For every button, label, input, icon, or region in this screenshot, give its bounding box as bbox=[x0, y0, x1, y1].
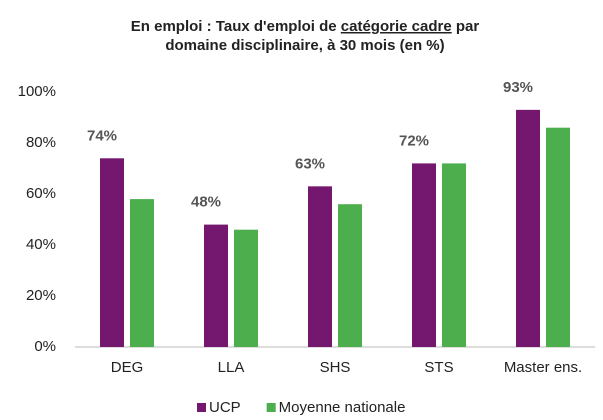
bar bbox=[130, 199, 154, 347]
y-tick-label: 0% bbox=[34, 338, 56, 355]
bar bbox=[308, 186, 332, 347]
y-tick-label: 20% bbox=[26, 287, 56, 304]
chart-title-line: En emploi : Taux d'emploi de catégorie c… bbox=[131, 18, 480, 35]
title-part: domaine disciplinaire, à 30 mois (en %) bbox=[165, 37, 444, 54]
bar bbox=[234, 229, 258, 347]
title-part: En emploi : Taux d'emploi de bbox=[131, 18, 341, 35]
bar bbox=[546, 127, 570, 347]
title-part: par bbox=[452, 18, 480, 35]
y-tick-label: 60% bbox=[26, 185, 56, 202]
bar bbox=[204, 224, 228, 347]
legend-swatch bbox=[266, 403, 276, 412]
bar bbox=[516, 109, 540, 347]
legend-label: Moyenne nationale bbox=[279, 399, 406, 416]
x-tick-label: Master ens. bbox=[504, 359, 582, 376]
value-label: 93% bbox=[503, 79, 533, 96]
chart-title-line: domaine disciplinaire, à 30 mois (en %) bbox=[165, 37, 444, 54]
x-tick-label: SHS bbox=[320, 359, 351, 376]
y-tick-label: 100% bbox=[18, 83, 56, 100]
value-label: 48% bbox=[191, 194, 221, 211]
y-tick-label: 80% bbox=[26, 134, 56, 151]
value-label: 63% bbox=[295, 155, 325, 172]
x-tick-label: DEG bbox=[111, 359, 144, 376]
legend-label: UCP bbox=[209, 399, 241, 416]
x-tick-label: LLA bbox=[218, 359, 245, 376]
x-tick-label: STS bbox=[424, 359, 453, 376]
bar bbox=[412, 163, 436, 347]
legend-swatch bbox=[197, 403, 206, 412]
bar bbox=[100, 158, 124, 347]
bar bbox=[442, 163, 466, 347]
bar bbox=[338, 204, 362, 347]
value-label: 72% bbox=[399, 132, 429, 149]
y-tick-label: 40% bbox=[26, 236, 56, 253]
title-part: catégorie cadre bbox=[341, 18, 452, 35]
value-label: 74% bbox=[87, 127, 117, 144]
